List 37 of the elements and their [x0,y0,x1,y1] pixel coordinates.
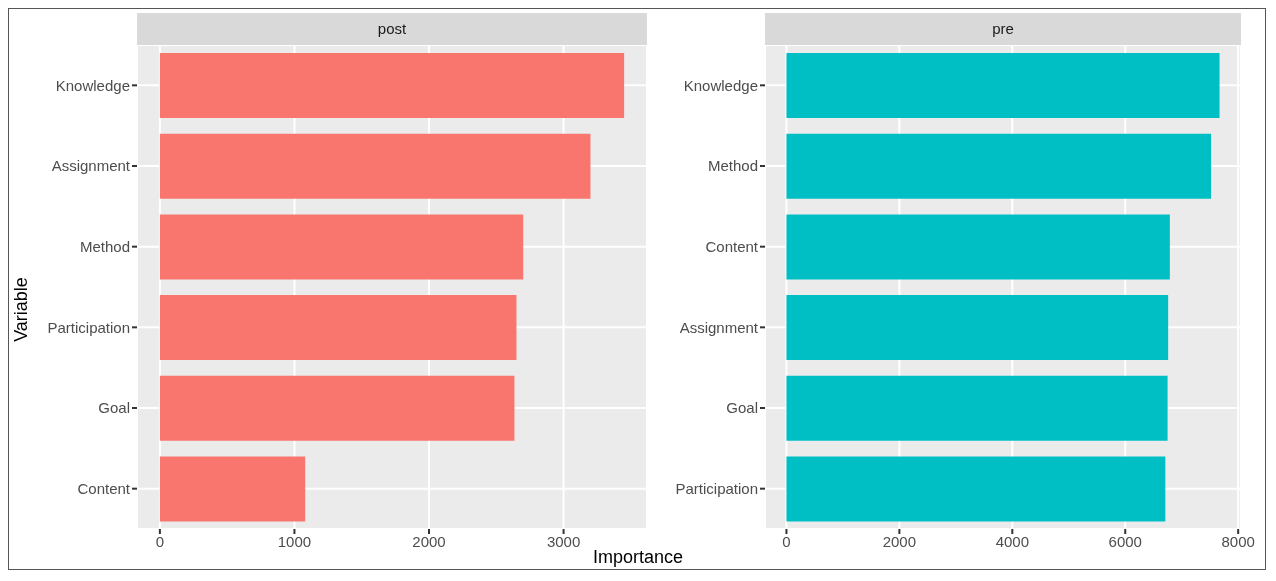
y-tick-label: Goal [726,399,758,417]
bar [786,133,1212,199]
y-tick-label: Participation [47,318,130,336]
bar [786,375,1168,441]
y-tick-label: Assignment [679,318,759,336]
bar [159,375,515,441]
chart-title: post [137,13,647,45]
x-tick-label: 0 [782,532,791,550]
bar [786,214,1170,280]
x-tick-label: 4000 [995,532,1029,550]
x-tick-label: 3000 [546,532,581,550]
y-tick-label: Goal [98,399,130,417]
x-tick-label: 2000 [882,532,917,550]
bar [786,295,1169,361]
y-tick-label: Assignment [51,157,131,175]
bar [159,133,591,199]
x-tick-label: 2000 [412,532,446,550]
y-tick-label: Knowledge [55,76,130,94]
y-tick-label: Method [79,237,130,255]
bar [786,456,1166,522]
bar [159,295,517,361]
x-tick-label: 1000 [277,532,312,550]
chart-title: pre [765,13,1241,45]
bar [159,456,306,522]
y-tick-label: Participation [675,479,758,497]
x-tick-label: 8000 [1221,532,1255,550]
x-tick-label: 6000 [1108,532,1142,550]
bar [786,53,1220,119]
y-axis-title: Variable [10,276,32,344]
x-tick-label: 0 [155,532,165,550]
x-axis-title: Importance [592,547,684,567]
y-tick-label: Method [707,157,758,175]
bar [159,214,524,280]
y-tick-label: Content [705,237,759,255]
bar [159,53,625,119]
y-tick-label: Knowledge [683,76,758,94]
y-tick-label: Content [77,479,131,497]
